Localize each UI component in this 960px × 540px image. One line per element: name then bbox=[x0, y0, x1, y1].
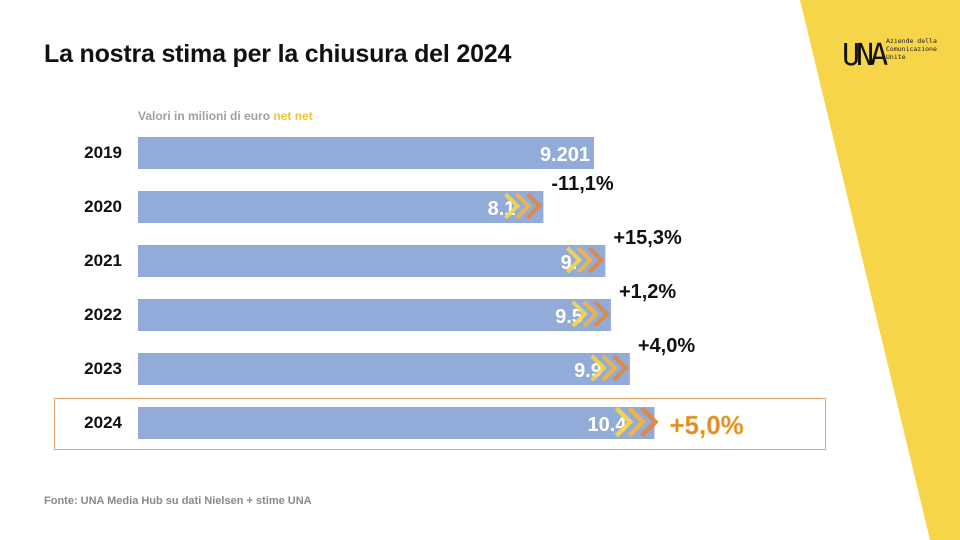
chevron-arrow-icon bbox=[601, 354, 618, 382]
change-label-2023: +4,0% bbox=[638, 335, 695, 357]
chevron-arrow-icon bbox=[627, 406, 647, 438]
year-label-2022: 2022 bbox=[84, 305, 122, 324]
chevron-arrow-icon bbox=[614, 406, 634, 438]
year-label-2024: 2024 bbox=[84, 413, 122, 432]
bar-2023 bbox=[138, 353, 630, 385]
subtitle-text: Valori in milioni di euro bbox=[138, 109, 271, 123]
value-label-2019: 9.201 bbox=[540, 144, 590, 166]
chevron-arrow-icon bbox=[640, 406, 659, 438]
year-label-2021: 2021 bbox=[84, 251, 122, 270]
chevron-arrow-icon bbox=[525, 192, 543, 220]
value-label-2024: 10.4 bbox=[588, 414, 628, 436]
page-title: La nostra stima per la chiusura del 2024 bbox=[44, 40, 512, 68]
source-note: Fonte: UNA Media Hub su dati Nielsen + s… bbox=[44, 495, 312, 507]
logo-mark: UNA bbox=[842, 38, 888, 73]
chart-subtitle: Valori in milioni di euro net net bbox=[138, 109, 313, 123]
chevron-arrow-icon bbox=[587, 246, 605, 274]
bar-2022 bbox=[138, 299, 611, 331]
bar-2019 bbox=[138, 137, 594, 169]
year-label-2020: 2020 bbox=[84, 197, 122, 216]
chevron-arrow-icon bbox=[582, 300, 599, 328]
bar-2024 bbox=[138, 407, 655, 439]
chevron-arrow-icon bbox=[514, 192, 532, 220]
change-label-2020: -11,1% bbox=[551, 173, 613, 195]
chevron-arrow-icon bbox=[571, 300, 588, 328]
change-label-2024: +5,0% bbox=[669, 410, 743, 440]
una-logo: UNA Aziende della Comunicazione Unite bbox=[842, 36, 952, 76]
subtitle-highlight: net net bbox=[273, 109, 313, 123]
chevron-arrow-icon bbox=[593, 300, 610, 328]
logo-caption: Aziende della Comunicazione Unite bbox=[886, 37, 937, 61]
year-label-2019: 2019 bbox=[84, 143, 122, 162]
chevron-arrow-icon bbox=[565, 246, 583, 274]
logo-caption-line: Unite bbox=[886, 53, 906, 61]
change-label-2022: +1,2% bbox=[619, 281, 676, 303]
chevron-arrow-icon bbox=[503, 192, 521, 220]
logo-caption-line: Comunicazione bbox=[886, 45, 937, 53]
chevron-arrow-icon bbox=[612, 354, 629, 382]
year-label-2023: 2023 bbox=[84, 359, 122, 378]
bar-2021 bbox=[138, 245, 606, 277]
chevron-arrow-icon bbox=[576, 246, 594, 274]
bar-2020 bbox=[138, 191, 544, 223]
chevron-arrow-icon bbox=[590, 354, 607, 382]
change-label-2021: +15,3% bbox=[613, 227, 682, 249]
highlight-2024-box bbox=[54, 398, 826, 450]
logo-caption-line: Aziende della bbox=[886, 37, 937, 45]
